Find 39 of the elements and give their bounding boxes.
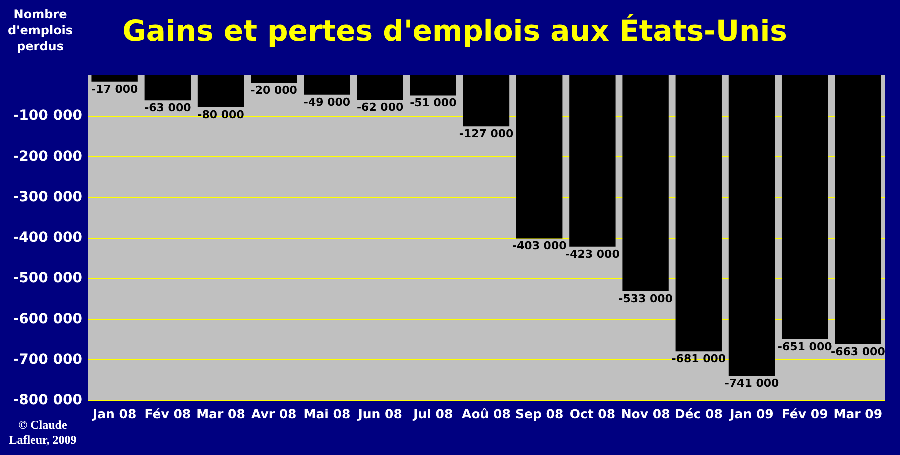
data-label: -423 000 bbox=[566, 248, 620, 261]
x-tick-label: Jan 09 bbox=[729, 406, 774, 422]
data-label: -533 000 bbox=[618, 292, 674, 306]
data-label: -20 000 bbox=[250, 84, 298, 98]
x-tick-label: Avr 08 bbox=[251, 406, 297, 422]
data-label: -17 000 bbox=[91, 82, 138, 96]
text: © Claude Lafleur, 2009 bbox=[8, 418, 78, 448]
y-tick-label: -400 000 bbox=[13, 230, 83, 246]
x-tick-label: Fév 08 bbox=[144, 406, 192, 422]
x-tick-label: Nov 08 bbox=[621, 406, 670, 422]
x-tick-label: Fév 09 bbox=[782, 406, 828, 422]
x-tick-label: Aoû 08 bbox=[462, 406, 511, 422]
x-tick-label: Mar 09 bbox=[834, 406, 883, 422]
data-label: -63 000 bbox=[144, 102, 192, 115]
y-tick-label: -200 000 bbox=[13, 148, 83, 165]
x-tick-label: Déc 08 bbox=[674, 406, 723, 422]
x-tick-label: Mai 08 bbox=[304, 406, 351, 422]
data-label: -49 000 bbox=[304, 96, 351, 109]
x-tick-label: Jul 08 bbox=[412, 406, 454, 422]
data-label: -403 000 bbox=[512, 240, 568, 253]
data-label: -663 000 bbox=[831, 345, 886, 358]
data-label: -62 000 bbox=[356, 101, 404, 114]
x-tick-label: Oct 08 bbox=[570, 406, 616, 422]
data-label: -51 000 bbox=[410, 96, 458, 110]
data-label: -127 000 bbox=[459, 128, 514, 141]
chart-title: Gains et pertes d'emplois aux États-Unis bbox=[122, 14, 788, 48]
y-axis-title: Nombre d'emplois perdus bbox=[8, 8, 74, 54]
data-label: -741 000 bbox=[724, 377, 780, 390]
x-tick-label: Mar 08 bbox=[196, 406, 246, 422]
x-tick-label: Jan 08 bbox=[92, 406, 137, 422]
y-tick-label: -300 000 bbox=[13, 189, 83, 206]
y-tick-label: -100 000 bbox=[13, 108, 83, 124]
data-label: -651 000 bbox=[778, 340, 833, 354]
x-tick-label: Jun 08 bbox=[357, 406, 402, 422]
y-tick-label: -700 000 bbox=[13, 352, 83, 368]
y-tick-label: -600 000 bbox=[13, 311, 83, 328]
y-tick-label: -500 000 bbox=[13, 270, 83, 287]
x-tick-label: Sep 08 bbox=[516, 406, 564, 422]
y-tick-label: -800 000 bbox=[13, 392, 83, 408]
